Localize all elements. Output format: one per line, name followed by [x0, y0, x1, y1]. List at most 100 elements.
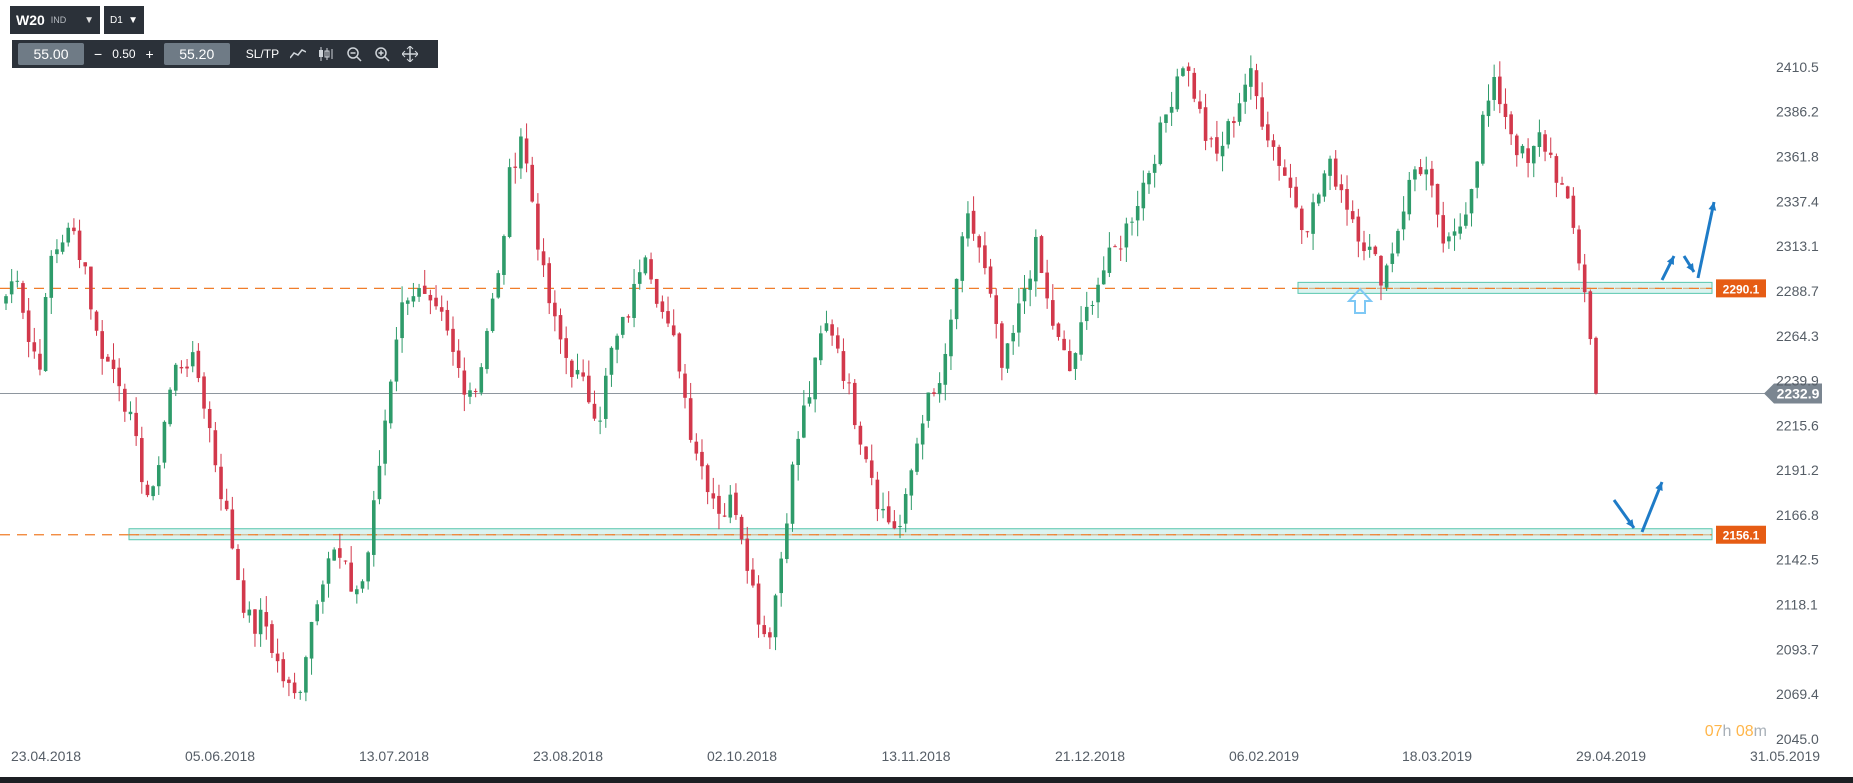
candle-body [366, 552, 370, 582]
timeframe-selector[interactable]: D1 ▼ [104, 6, 144, 34]
candle-body [219, 466, 223, 500]
candle-body [1582, 264, 1587, 293]
candle-body [1022, 288, 1027, 302]
candle-body [587, 375, 591, 403]
candle-body [615, 335, 619, 350]
candle-body [768, 632, 772, 638]
candle-body [983, 245, 987, 269]
candle-body [258, 609, 263, 635]
candle-body [971, 210, 976, 234]
candle-body [1328, 158, 1332, 176]
price-axis: 2410.5 2386.2 2361.8 2337.4 2313.1 2288.7 2264… [1776, 59, 1819, 747]
candle-body [1198, 101, 1202, 109]
candle-body [1430, 168, 1434, 186]
x-tick-label: 13.07.2018 [359, 748, 429, 764]
candle-body [1560, 183, 1564, 185]
candle-body [405, 300, 410, 304]
timer-h-unit: h [1722, 723, 1732, 740]
candle-body [1503, 103, 1508, 118]
candle-body [1577, 229, 1581, 264]
candle-body [994, 295, 999, 324]
candle-body [1413, 169, 1417, 180]
trend-arrow-up-3-head [1655, 482, 1663, 491]
candle-body [1113, 246, 1117, 248]
candle-body [253, 609, 257, 634]
candle-body [236, 548, 240, 581]
candle-body [1135, 206, 1140, 221]
candle-body [315, 604, 320, 622]
y-tick-label: 2410.5 [1776, 59, 1819, 75]
zoom-in-icon[interactable] [373, 45, 391, 63]
candle-body [847, 382, 851, 384]
candle-body [230, 509, 235, 549]
candle-body [903, 494, 908, 524]
candle-body [275, 653, 280, 662]
x-tick-label: 05.06.2018 [185, 748, 255, 764]
candle-body [932, 392, 936, 394]
candle-body [1498, 76, 1502, 105]
y-tick-label: 2386.2 [1776, 104, 1819, 120]
lot-size-input[interactable]: 0.50 [112, 47, 136, 61]
candle-body [355, 589, 359, 595]
candle-body [394, 339, 399, 382]
candle-body [1028, 278, 1032, 290]
x-tick-label: 18.03.2019 [1402, 748, 1472, 764]
current-price-tag [1764, 383, 1822, 404]
line-chart-icon[interactable] [289, 45, 307, 63]
candle-body [190, 352, 195, 367]
candle-body [1486, 100, 1491, 117]
y-tick-label: 2166.8 [1776, 507, 1819, 523]
level-price-tag [1716, 279, 1766, 298]
buy-price-button[interactable]: 55.20 [163, 43, 230, 65]
candle-body [1481, 114, 1485, 164]
candle-body [977, 236, 982, 248]
candle-body [60, 242, 65, 252]
move-icon[interactable] [401, 45, 419, 63]
candle-body [1158, 122, 1163, 165]
symbol-selector[interactable]: W20 IND ▼ [10, 6, 100, 34]
candle-body [541, 251, 546, 266]
candle-body [140, 438, 144, 483]
x-tick-label: 23.08.2018 [533, 748, 603, 764]
decrease-lot-button[interactable]: − [94, 46, 103, 62]
sltp-button[interactable]: SL/TP [245, 47, 280, 61]
candle-body [479, 367, 484, 393]
candle-body [1175, 76, 1180, 110]
candle-body [241, 580, 246, 613]
y-tick-label: 2191.2 [1776, 462, 1819, 478]
candle-body [15, 280, 20, 282]
candle-body [898, 525, 902, 527]
candle-body [1107, 247, 1112, 273]
candle-body [1537, 132, 1542, 147]
candle-body [1526, 148, 1530, 163]
candle-body [1079, 322, 1083, 355]
zoom-out-icon[interactable] [345, 45, 363, 63]
candle-body [858, 425, 863, 445]
candle-body [1249, 68, 1253, 87]
y-tick-label: 2239.9 [1776, 373, 1819, 389]
candle-body [128, 411, 133, 415]
candle-body [1475, 161, 1479, 188]
candle-body [807, 397, 812, 404]
candle-body [683, 373, 687, 398]
candles-icon[interactable] [317, 45, 335, 63]
candle-body [66, 227, 71, 243]
candle-body [553, 302, 557, 317]
candle-body [1288, 177, 1293, 188]
candle-body [1339, 184, 1344, 191]
candle-body [954, 278, 959, 320]
candle-body [830, 324, 834, 336]
x-tick-label: 29.04.2019 [1576, 748, 1646, 764]
candle-body [519, 136, 523, 169]
candle-body [89, 266, 93, 310]
sell-price-button[interactable]: 55.00 [18, 43, 84, 65]
candle-body [1226, 121, 1231, 145]
increase-lot-button[interactable]: + [145, 46, 154, 62]
candle-body [1390, 253, 1395, 264]
trend-arrow-up-3 [1640, 481, 1664, 533]
candle-body [892, 521, 897, 529]
y-tick-label: 2118.1 [1776, 597, 1818, 613]
candle-body [38, 353, 42, 370]
candle-body [1305, 231, 1310, 233]
